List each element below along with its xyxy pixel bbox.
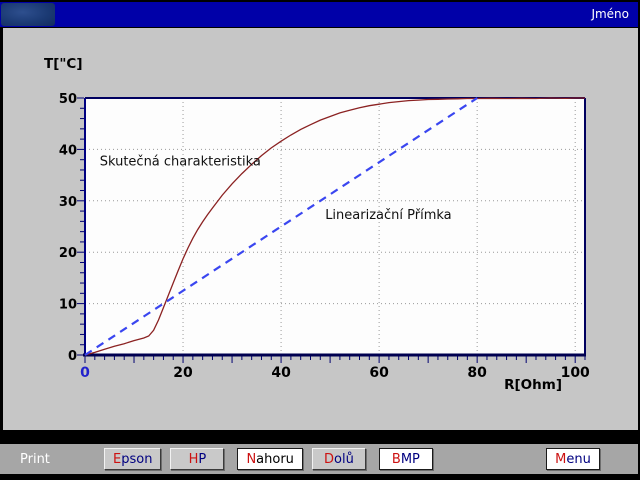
button-hotkey-letter: M bbox=[555, 451, 567, 467]
x-tick-label: 0 bbox=[80, 365, 90, 381]
chart: 0 10 20 30 40 50 0 20 40 60 80 100 Skutečná charakte… bbox=[44, 56, 590, 393]
y-tick-label: 10 bbox=[59, 298, 77, 313]
button-hotkey-letter: E bbox=[113, 451, 122, 467]
x-tick-label: 80 bbox=[467, 365, 487, 381]
print-label: Print bbox=[20, 451, 50, 467]
button-label-rest: ahoru bbox=[256, 451, 294, 467]
series-line-solid bbox=[84, 97, 585, 356]
y-tick-label: 50 bbox=[59, 92, 77, 107]
button-hotkey-letter: D bbox=[324, 451, 335, 467]
annotation-label: Skutečná charakteristika bbox=[100, 154, 261, 169]
plot-background bbox=[85, 98, 585, 355]
button-label-rest: enu bbox=[566, 451, 591, 467]
y-tick-label: 40 bbox=[59, 143, 77, 158]
chart-panel: 0 10 20 30 40 50 0 20 40 60 80 100 Skutečná charakte… bbox=[0, 28, 638, 430]
titlebar: Jméno bbox=[0, 2, 638, 27]
x-tick-label: 100 bbox=[561, 365, 590, 381]
annotation-label: Linearizační Přímka bbox=[325, 208, 451, 223]
button-hotkey-letter: N bbox=[246, 451, 257, 467]
button-hotkey-letter: B bbox=[391, 451, 401, 467]
separator-bar bbox=[0, 430, 640, 444]
screen-left-edge bbox=[0, 28, 3, 474]
x-tick-label: 60 bbox=[369, 365, 389, 381]
button-label-rest: pson bbox=[121, 451, 153, 467]
y-tick-label: 20 bbox=[59, 246, 77, 261]
y-tick-label: 30 bbox=[59, 195, 77, 210]
button-label-rest: MP bbox=[400, 451, 420, 467]
x-tick-label: 20 bbox=[173, 365, 193, 381]
button-label-rest: P bbox=[198, 451, 207, 467]
button-bmp[interactable]: B MP bbox=[378, 448, 433, 470]
x-tick-label: 40 bbox=[271, 365, 291, 381]
y-axis-title: T["C] bbox=[44, 56, 83, 72]
y-tick-label: 0 bbox=[68, 349, 77, 364]
button-hotkey-letter: H bbox=[188, 451, 199, 467]
app-logo bbox=[1, 3, 55, 26]
window-title: Jméno bbox=[591, 7, 629, 21]
x-axis-title: R[Ohm] bbox=[504, 377, 562, 393]
button-label-rest: olů bbox=[334, 451, 354, 467]
